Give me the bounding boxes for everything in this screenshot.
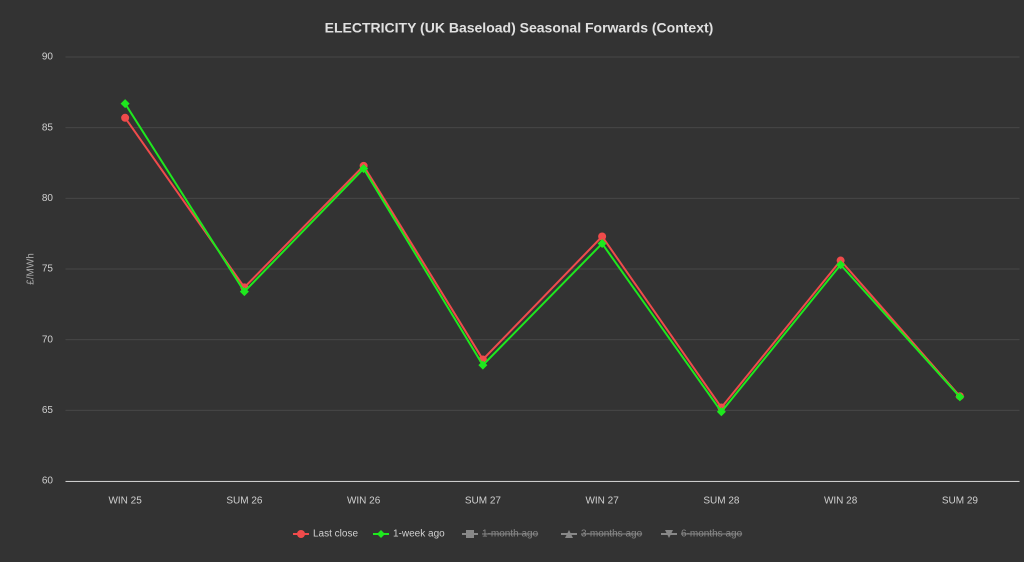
y-axis-label: £/MWh xyxy=(26,253,37,285)
series-line xyxy=(124,117,961,410)
chart-title: ELECTRICITY (UK Baseload) Seasonal Forwa… xyxy=(325,20,714,36)
y-tick-label: 60 xyxy=(42,476,54,487)
point xyxy=(120,99,130,109)
point xyxy=(297,530,305,538)
x-tick-label: WIN 28 xyxy=(824,496,858,507)
point xyxy=(716,407,726,417)
point xyxy=(665,530,673,538)
x-tick-label: SUM 27 xyxy=(465,496,502,507)
y-tick-label: 70 xyxy=(42,334,54,345)
y-tick-label: 85 xyxy=(42,122,54,133)
legend-label[interactable]: 1-month ago xyxy=(482,529,539,540)
point xyxy=(239,287,249,297)
legend-label[interactable]: 3-months ago xyxy=(581,529,643,540)
x-tick-label: SUM 28 xyxy=(703,496,740,507)
point xyxy=(565,530,573,538)
legend-label[interactable]: 6-months ago xyxy=(681,529,743,540)
point xyxy=(466,530,474,538)
point xyxy=(836,260,846,270)
y-tick-label: 65 xyxy=(42,405,54,416)
x-tick-label: SUM 26 xyxy=(226,496,263,507)
x-tick-label: WIN 27 xyxy=(585,496,619,507)
x-tick-label: SUM 29 xyxy=(942,496,979,507)
legend-label[interactable]: 1-week ago xyxy=(393,529,445,540)
legend-label[interactable]: Last close xyxy=(313,529,358,540)
x-tick-label: WIN 25 xyxy=(108,496,142,507)
point xyxy=(121,113,130,122)
point xyxy=(598,232,607,241)
point xyxy=(359,164,369,174)
x-tick-label: WIN 26 xyxy=(347,496,381,507)
point xyxy=(597,239,607,249)
point xyxy=(478,360,488,370)
series-line xyxy=(124,103,961,414)
y-tick-label: 80 xyxy=(42,193,54,204)
point xyxy=(377,530,385,538)
y-tick-label: 75 xyxy=(42,264,54,275)
point xyxy=(955,392,965,402)
y-tick-label: 90 xyxy=(42,52,54,63)
